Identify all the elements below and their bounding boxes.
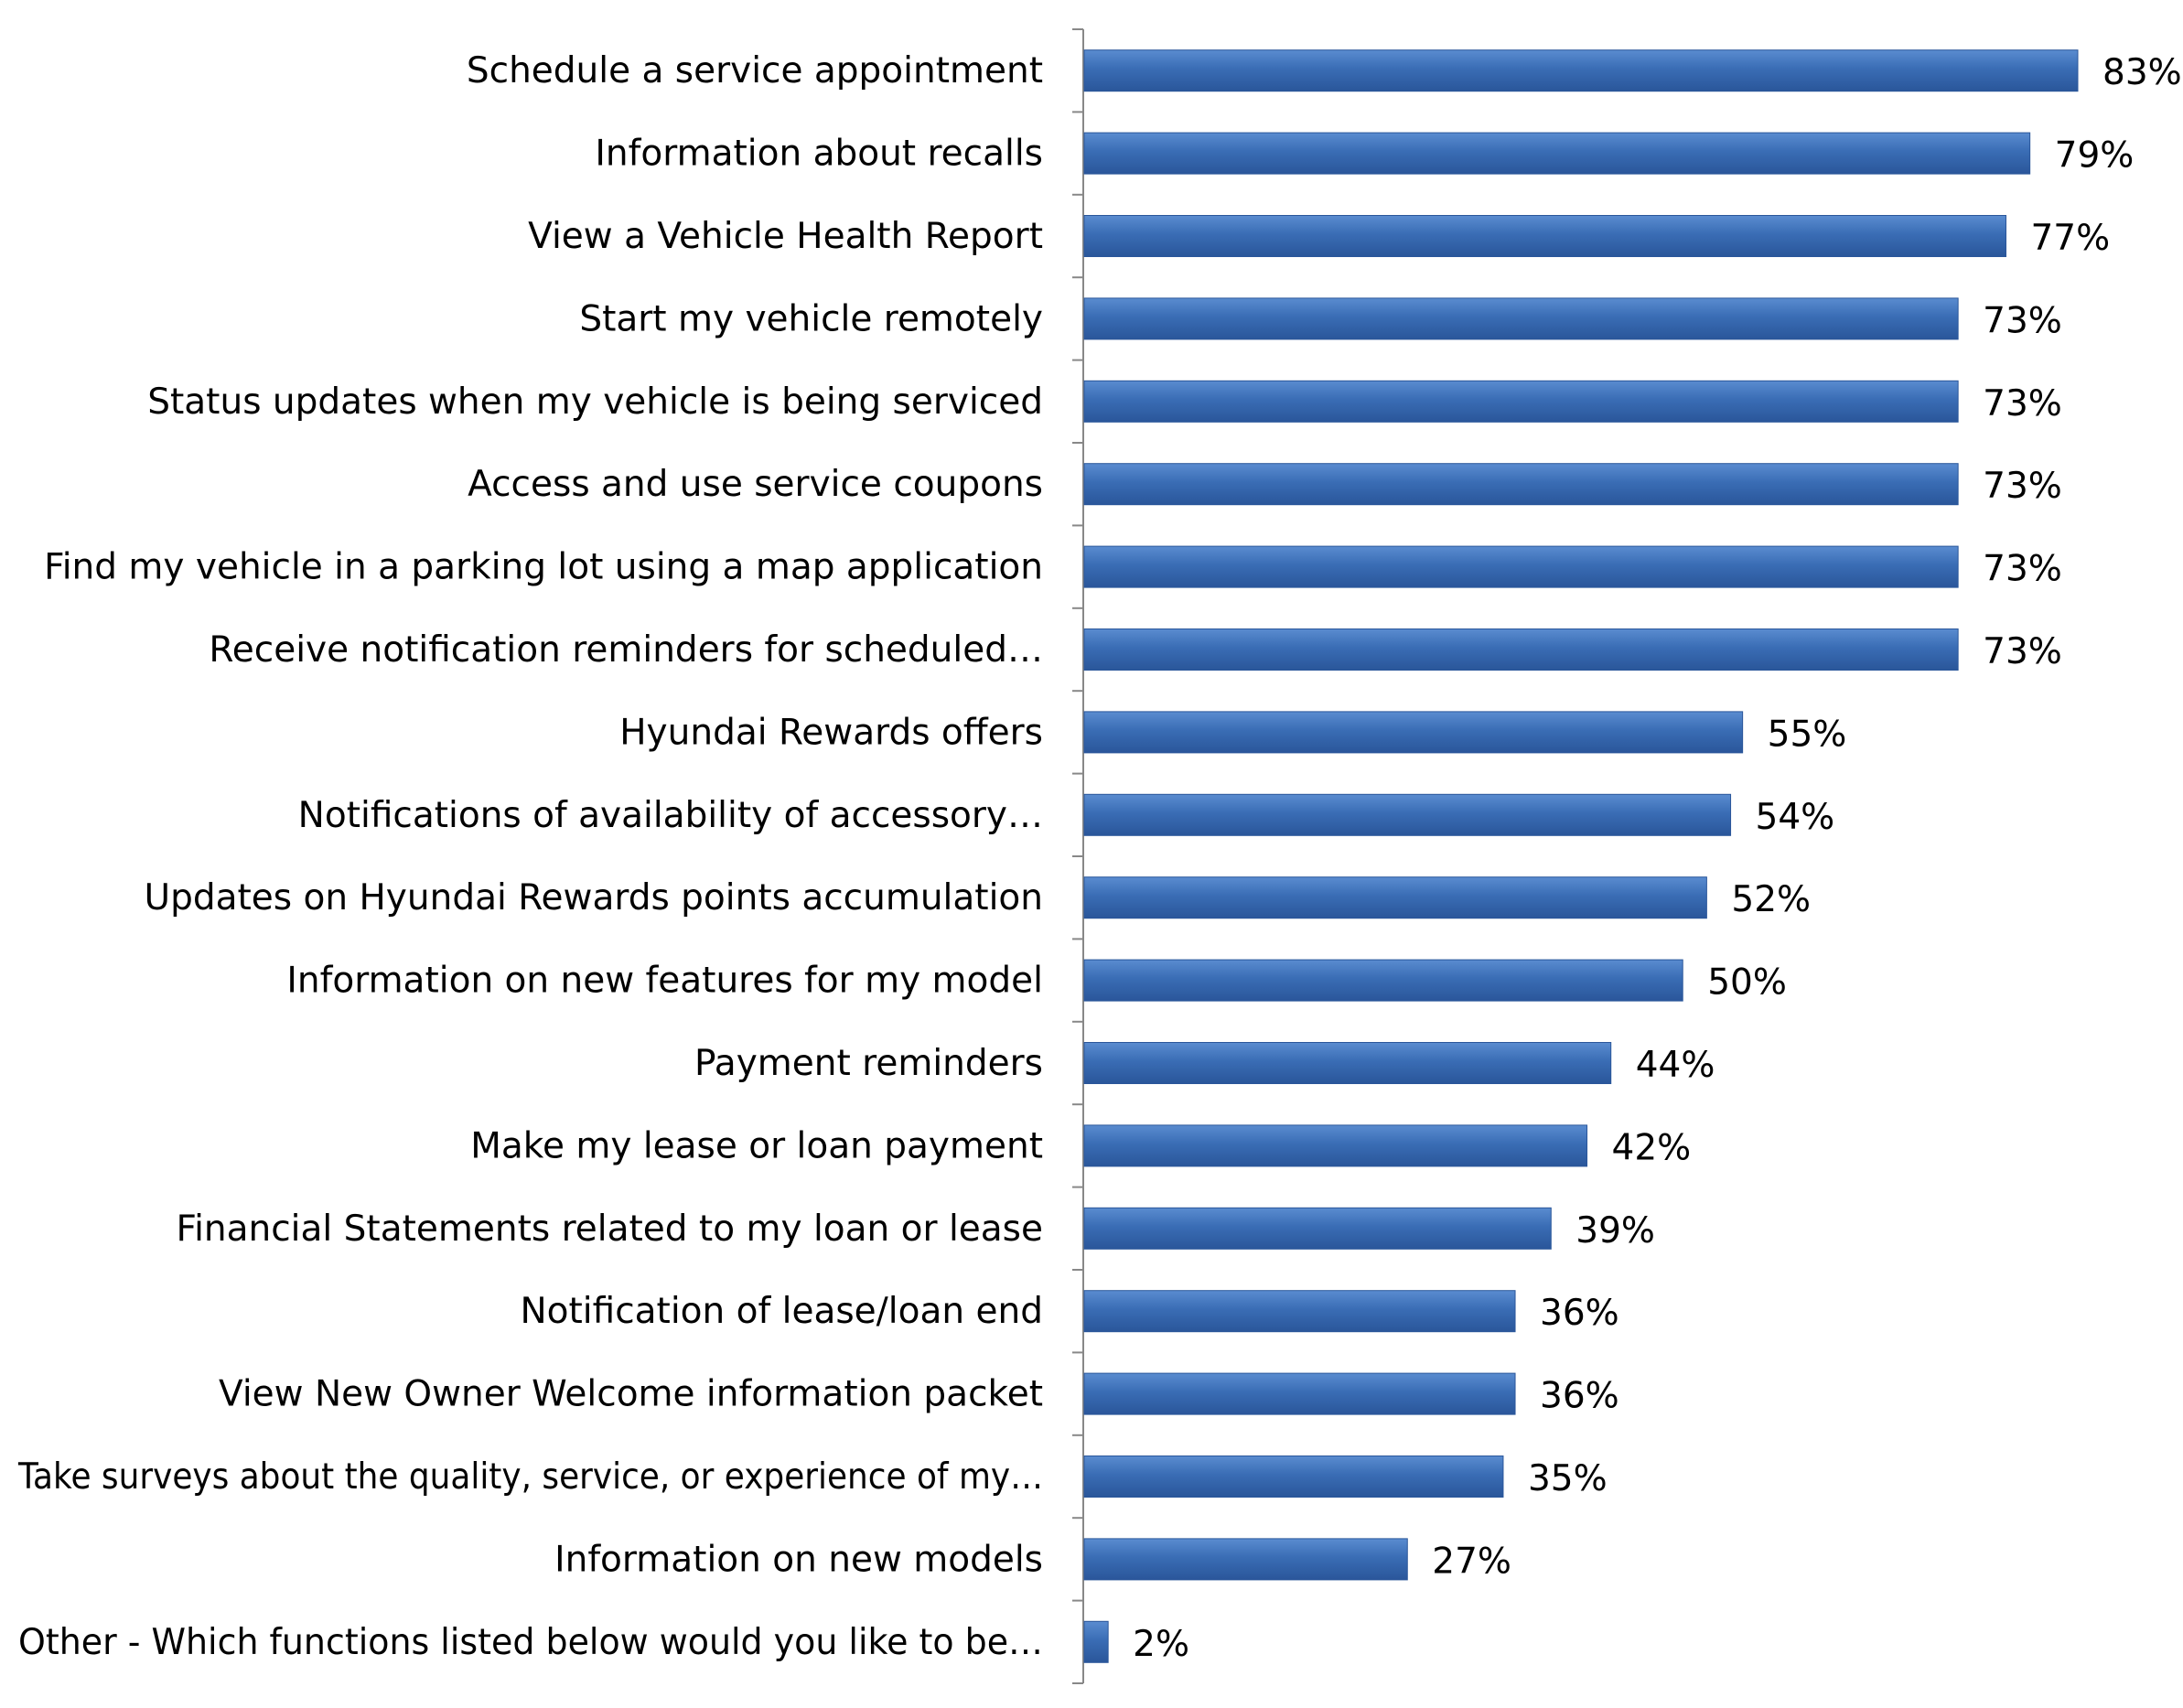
data-label: 36% (1540, 1293, 1619, 1334)
category-label: Hyundai Rewards offers (619, 712, 1043, 753)
category-label: Make my lease or loan payment (470, 1125, 1043, 1166)
bar (1083, 793, 1732, 836)
data-label: 50% (1707, 962, 1787, 1004)
bar (1083, 1372, 1516, 1415)
data-label: 73% (1983, 383, 2062, 424)
bar (1083, 132, 2031, 175)
data-label: 2% (1133, 1624, 1189, 1665)
category-label: Financial Statements related to my loan … (176, 1208, 1043, 1250)
bar (1083, 1207, 1552, 1250)
data-label: 73% (1983, 549, 2062, 590)
category-label: Information about recalls (595, 134, 1043, 175)
bar (1083, 545, 1959, 588)
category-label: Access and use service coupons (468, 464, 1043, 505)
data-label: 73% (1983, 631, 2062, 672)
bar (1083, 49, 2079, 92)
category-label: Payment reminders (694, 1043, 1043, 1084)
bar (1083, 1456, 1504, 1498)
bar (1083, 463, 1959, 506)
category-label: View New Owner Welcome information packe… (219, 1374, 1043, 1415)
bar (1083, 297, 1959, 340)
category-label: Take surveys about the quality, service,… (17, 1456, 1043, 1498)
category-label: Information on new models (554, 1539, 1043, 1580)
data-label: 73% (1983, 466, 2062, 507)
data-label: 27% (1432, 1541, 1511, 1582)
data-label: 35% (1528, 1458, 1608, 1499)
data-label: 83% (2102, 52, 2182, 93)
bar (1083, 215, 2006, 257)
category-label: Receive notification reminders for sched… (209, 629, 1043, 671)
bar (1083, 711, 1744, 754)
data-label: 54% (1756, 797, 1835, 838)
data-label: 39% (1575, 1210, 1655, 1251)
category-label: Notifications of availability of accesso… (298, 795, 1043, 836)
bar (1083, 1042, 1612, 1084)
bars (1083, 49, 2079, 1663)
category-label: Updates on Hyundai Rewards points accumu… (145, 877, 1043, 918)
labels: Schedule a service appointment 83% Informa… (17, 50, 2182, 1665)
data-label: 36% (1540, 1376, 1619, 1417)
data-label: 73% (1983, 300, 2062, 341)
category-label: Information on new features for my model (286, 961, 1043, 1002)
category-axis (1072, 28, 1084, 1684)
bar (1083, 959, 1683, 1002)
bar (1083, 1538, 1408, 1581)
category-label: Schedule a service appointment (467, 50, 1043, 91)
data-label: 79% (2055, 135, 2135, 177)
category-label: Notification of lease/loan end (520, 1291, 1043, 1332)
category-label: Other - Which functions listed below wou… (18, 1622, 1043, 1663)
bar (1083, 876, 1707, 919)
data-label: 55% (1768, 714, 1847, 755)
category-label: Start my vehicle remotely (579, 298, 1043, 339)
bar (1083, 380, 1959, 423)
bar (1083, 1290, 1516, 1333)
data-label: 42% (1612, 1127, 1692, 1168)
data-label: 52% (1731, 879, 1811, 920)
bar (1083, 628, 1959, 671)
category-label: Find my vehicle in a parking lot using a… (44, 547, 1043, 588)
data-label: 77% (2030, 218, 2110, 259)
bar (1083, 1620, 1109, 1663)
bar (1083, 1124, 1588, 1167)
category-label: View a Vehicle Health Report (528, 216, 1043, 257)
data-label: 44% (1636, 1045, 1715, 1086)
category-label: Status updates when my vehicle is being … (147, 381, 1043, 423)
